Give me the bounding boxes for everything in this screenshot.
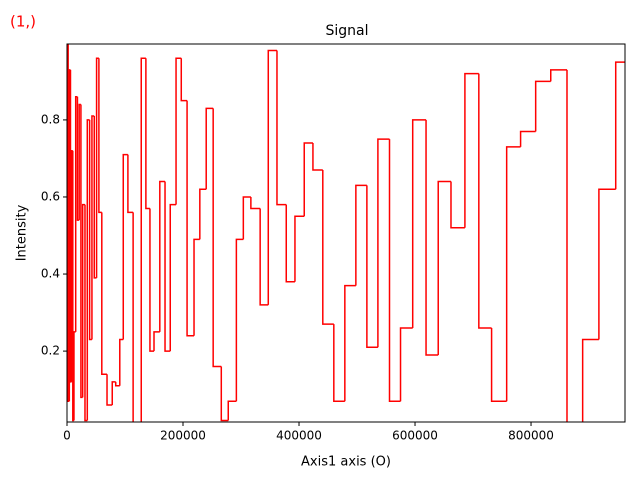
step-segment (411, 119, 427, 328)
step-segment (114, 381, 120, 387)
step-segment (478, 73, 492, 329)
y-tick-label: 0.2 (41, 344, 60, 358)
step-segment (84, 204, 88, 422)
step-segment (186, 100, 195, 337)
step-segment (73, 331, 76, 421)
step-segment (285, 204, 295, 283)
step-segment (127, 154, 134, 214)
step-segment (88, 119, 92, 341)
step-segment (149, 208, 155, 352)
step-segment (425, 119, 439, 356)
step-segment (505, 146, 521, 402)
step-segment (159, 180, 166, 332)
x-axis-label: Axis1 axis (O) (301, 455, 391, 470)
step-segment (119, 338, 124, 386)
step-segment (67, 44, 70, 402)
step-segment (145, 58, 150, 210)
signal (67, 44, 625, 422)
step-segment (267, 49, 277, 305)
plot-area (67, 44, 625, 422)
step-segment (76, 96, 80, 221)
step-segment (140, 57, 146, 422)
step-segment (205, 107, 214, 190)
step-segment (101, 212, 108, 375)
step-segment (132, 212, 134, 422)
step-segment (227, 400, 237, 421)
step-segment (581, 338, 599, 422)
corner-label: (1,) (10, 13, 36, 31)
step-segment (399, 327, 413, 402)
step-segment (106, 374, 113, 406)
step-segment (180, 58, 188, 102)
step-segment (519, 130, 536, 147)
step-segment (534, 80, 551, 132)
x-tick-label: 400000 (276, 429, 322, 443)
step-segment (566, 69, 568, 422)
axes-frame (66, 43, 626, 423)
step-segment (598, 188, 616, 340)
step-segment (93, 116, 97, 279)
step-segment (86, 119, 90, 421)
step-segment (303, 142, 313, 217)
x-tick-label: 200000 (160, 429, 206, 443)
chart-title: Signal (325, 23, 368, 39)
step-segment (91, 115, 95, 340)
step-segment (250, 196, 261, 210)
step-segment (312, 143, 323, 171)
step-segment (69, 69, 72, 383)
step-segment (199, 188, 207, 240)
step-segment (220, 366, 229, 422)
step-segment (72, 150, 74, 422)
step-segment (377, 138, 390, 348)
step-segment (344, 284, 356, 402)
y-tick-label: 0.4 (41, 267, 60, 281)
step-segment (450, 181, 465, 229)
x-tick-label: 0 (63, 429, 71, 443)
step-segment (276, 50, 287, 206)
step-segment (437, 180, 451, 355)
step-segment (333, 324, 345, 402)
step-segment (235, 238, 244, 402)
step-segment (122, 153, 128, 340)
step-segment (212, 108, 222, 368)
step-segment (322, 170, 334, 325)
step-segment (78, 103, 81, 221)
step-segment (355, 184, 367, 286)
step-segment (111, 381, 116, 406)
step-segment (175, 57, 182, 205)
step-segment (366, 185, 378, 348)
step-segment (259, 208, 269, 306)
step-segment (169, 203, 177, 352)
y-axis-label: Intensity (15, 204, 30, 261)
step-segment (81, 203, 85, 398)
step-segment (464, 72, 479, 228)
y-tick-label: 0.6 (41, 189, 60, 203)
step-segment (164, 181, 171, 352)
x-tick-label: 600000 (392, 429, 438, 443)
step-segment (614, 61, 625, 190)
y-tick-label: 0.8 (41, 112, 60, 126)
step-segment (98, 58, 102, 214)
step-segment (490, 327, 507, 402)
step-segment (193, 238, 200, 336)
step-segment (68, 69, 71, 402)
step-segment (153, 331, 160, 352)
step-segment (550, 69, 567, 82)
step-segment (242, 196, 251, 240)
step-segment (388, 139, 401, 402)
x-tick-label: 800000 (508, 429, 554, 443)
step-segment (95, 57, 99, 278)
step-segment (294, 215, 305, 282)
